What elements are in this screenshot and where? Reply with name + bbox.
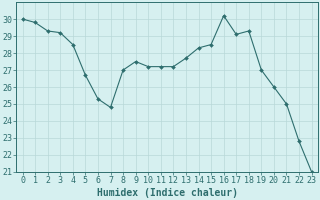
X-axis label: Humidex (Indice chaleur): Humidex (Indice chaleur) [97,188,237,198]
